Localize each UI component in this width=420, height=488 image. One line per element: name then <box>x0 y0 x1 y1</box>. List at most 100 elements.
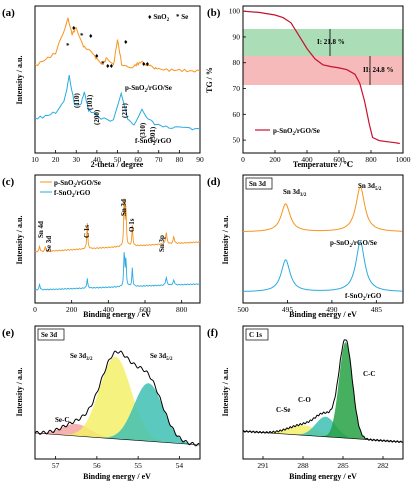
panel-d-series-label-p: p-SnO2/rGO/Se <box>330 239 377 249</box>
panel-a-series-label-f: f-SnO2/rGO <box>135 137 172 147</box>
panel-a-marker-2: * <box>80 32 84 40</box>
panel-b-xtick-tick-label: 1000 <box>396 155 411 164</box>
panel-c-peak-sn4d: Sn 4d <box>37 221 45 238</box>
panel-d-xticks: 500 495 490 485 <box>237 300 382 314</box>
panel-e-components <box>35 356 200 445</box>
panel-a-frame <box>34 5 201 154</box>
panel-f-xtick-tick-label: 288 <box>297 461 309 470</box>
panel-a-legend-sno2: ♦ SnO2 <box>148 13 170 23</box>
panel-b-ytick-label: 60 <box>233 110 241 119</box>
panel-d-frame <box>242 174 404 304</box>
panel-c-legend-f: f-SnO2/rGO <box>54 189 91 199</box>
panel-b-ytick-label: 70 <box>233 84 241 93</box>
panel-a-xtick-tick-label: 40 <box>93 155 101 164</box>
panel-b-annot-II: II: 24.8 % <box>363 66 394 74</box>
panel-d: (d) Sn 3d Intensity / a.u. Binding energ… <box>207 174 404 319</box>
panel-e-xticks: 57 56 55 54 <box>52 456 184 470</box>
panel-d-peak-52: Sn 3d5/2 <box>358 182 382 192</box>
panel-f-background <box>242 430 404 443</box>
panel-e-ylabel: Intensity / a.u. <box>15 368 24 417</box>
panel-a-marker-1: ♦ <box>72 24 76 32</box>
panel-b-xtick-tick-label: 400 <box>301 155 313 164</box>
panel-b-xlabel: Temperature / ℃ <box>293 160 354 169</box>
panel-c-ylabel: Intensity / a.u. <box>15 216 24 265</box>
panel-e-component-32 <box>35 356 200 445</box>
panel-a-series-f <box>34 75 201 131</box>
panel-a-peak-200: (200) <box>93 109 101 125</box>
panel-b-region-I <box>243 29 403 56</box>
panel-d-title-box <box>245 177 273 190</box>
panel-b-ytick-label: 80 <box>233 58 241 67</box>
panel-a-peak-310: (310) <box>139 122 147 138</box>
panel-d-xtick-tick-label: 495 <box>282 305 294 314</box>
panel-e-xtick-tick-label: 54 <box>176 461 184 470</box>
panel-c-xtick-tick-label: 800 <box>176 305 188 314</box>
panel-a-marker-7: ♦♦ <box>106 62 114 70</box>
panel-f-components <box>243 342 403 442</box>
panel-e-peak-sec: Se-C <box>55 416 69 424</box>
panel-c-xtick-tick-label: 400 <box>103 305 115 314</box>
panel-d-ylabel: Intensity / a.u. <box>221 216 230 265</box>
panel-a-legend-se: * Se <box>176 13 188 21</box>
panel-c-xtick-tick-label: 600 <box>139 305 151 314</box>
panel-a-xtick-tick-label: 60 <box>134 155 142 164</box>
panel-a-xtick-tick-label: 70 <box>155 155 163 164</box>
panel-f-peak-cse: C-Se <box>276 406 290 414</box>
panel-a-peak-110: (110) <box>73 93 81 108</box>
panel-e-xtick-tick-label: 57 <box>52 461 60 470</box>
panel-f-xtick-tick-label: 291 <box>257 461 269 470</box>
panel-e-frame <box>34 325 201 460</box>
panel-b-ytick-label: 90 <box>233 32 241 41</box>
panel-a-marker-6: * <box>101 60 105 68</box>
panel-b-ylabel: TG / % <box>205 67 214 93</box>
panel-c-xtick-tick-label: 200 <box>66 305 78 314</box>
panel-b-annot-I: I: 21.8 % <box>317 38 345 46</box>
panel-c-peak-c1s: C 1s <box>83 225 91 238</box>
panel-a-marker-3: ♦ <box>89 32 93 40</box>
panel-c-xlabel: Binding energy / eV <box>83 310 151 319</box>
panel-f-title: C 1s <box>249 331 262 339</box>
panel-a-xtick-tick-label: 50 <box>114 155 122 164</box>
panel-b-xtick-tick-label: 200 <box>269 155 281 164</box>
panel-f-title-box <box>245 328 269 341</box>
panel-d-label: (d) <box>207 176 221 188</box>
panel-b-curve <box>242 10 400 145</box>
panel-a-marker-9: ♦♦ <box>142 60 150 68</box>
panel-f: (f) C 1s Intensity / a.u. Binding energy… <box>207 325 404 481</box>
panel-b-xticks: 0 200 400 600 800 1000 <box>241 150 411 164</box>
panel-a-marker-5: ♦ <box>95 52 99 60</box>
panel-b-region-II <box>243 56 403 85</box>
panel-f-xlabel: Binding energy / eV <box>289 472 357 481</box>
panel-a-series-p <box>34 17 201 73</box>
panel-e-component-52 <box>35 383 200 445</box>
panel-f-label: (f) <box>207 327 218 339</box>
panel-a-label: (a) <box>2 7 15 19</box>
panel-b-ytick-label: 50 <box>233 136 241 145</box>
panel-d-xtick-tick-label: 490 <box>326 305 338 314</box>
panel-a-xticks: 10 20 30 40 50 60 70 80 90 <box>31 150 204 164</box>
panel-e-peak-52: Se 3d5/2 <box>150 352 173 362</box>
panel-c-series-p <box>34 198 201 253</box>
panel-c-frame <box>34 174 201 304</box>
panel-a-peak-101: (101) <box>86 94 94 110</box>
panel-f-xticks: 291 288 285 282 <box>257 456 389 470</box>
panel-b-frame <box>242 5 404 154</box>
panel-c-label: (c) <box>2 176 15 188</box>
panel-e-title: Se 3d <box>41 331 57 339</box>
panel-c: (c) Intensity / a.u. Binding energy / eV… <box>2 174 201 319</box>
panel-c-series-f <box>34 252 201 291</box>
panel-c-peak-o1s: O 1s <box>128 218 136 232</box>
panel-d-title: Sn 3d <box>249 180 266 188</box>
panel-a-marker-8: ♦ <box>124 38 128 46</box>
panel-f-ylabel: Intensity / a.u. <box>221 368 230 417</box>
panel-b-xtick-tick-label: 600 <box>333 155 345 164</box>
panel-d-series-label-f: f-SnO2/rGO <box>345 292 382 302</box>
panel-a-xtick-tick-label: 10 <box>31 155 39 164</box>
panel-e-xtick-tick-label: 56 <box>93 461 101 470</box>
panel-c-xticks: 0 200 400 600 800 <box>33 300 188 314</box>
panel-c-legend-p: p-SnO2/rGO/Se <box>54 179 101 189</box>
panel-b-ytick-label: 100 <box>229 7 241 16</box>
panel-c-peak-se3d: Se 3d <box>45 236 53 252</box>
panel-c-peak-sn3d: Sn 3d <box>120 199 128 216</box>
